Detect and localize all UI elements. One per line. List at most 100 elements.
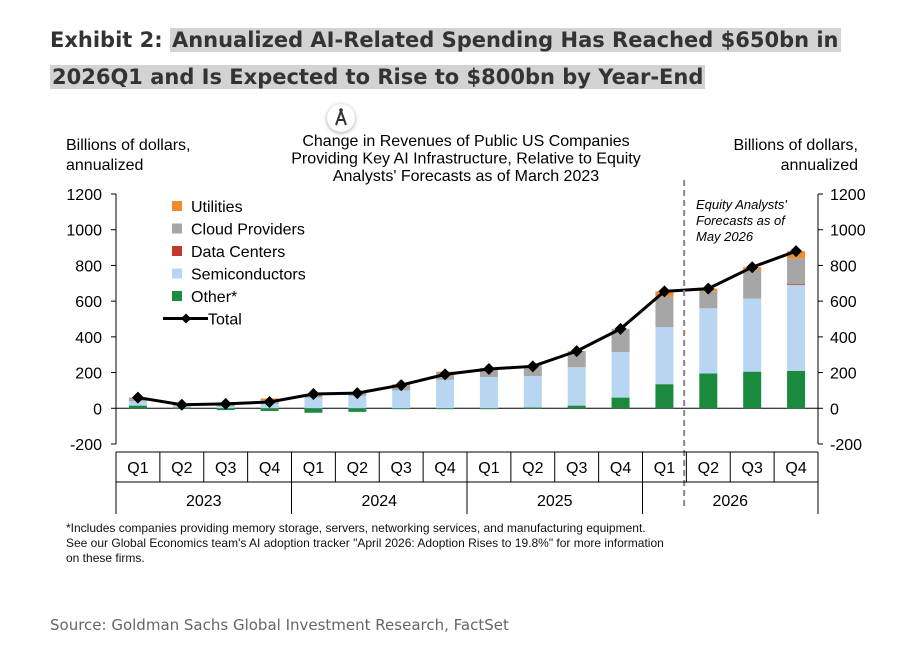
total-marker [307, 388, 320, 400]
footnote: *Includes companies providing memory sto… [66, 521, 866, 566]
legend-label: Semiconductors [191, 267, 306, 284]
y-tick-label-right: 200 [830, 366, 857, 383]
x-tick-label: Q1 [478, 460, 499, 477]
bar-segment-semiconductors [567, 367, 586, 406]
legend-label: Other* [191, 289, 237, 306]
total-marker [526, 360, 539, 373]
bar-segment-cloud-providers [567, 352, 586, 368]
x-tick-label: Q1 [303, 460, 324, 477]
x-tick-label: Q3 [742, 460, 763, 477]
y-axis-label-left: annualized [66, 157, 143, 174]
y-tick-label-left: 600 [75, 294, 102, 311]
x-tick-label: Q2 [347, 460, 368, 477]
total-line [137, 249, 797, 407]
legend-swatch [172, 246, 182, 256]
legend-swatch [172, 223, 182, 234]
x-tick-label: Q3 [215, 460, 236, 477]
y-tick-label-right: 600 [830, 294, 857, 311]
exhibit-label: Exhibit 2: [50, 28, 163, 52]
y-tick-label-right: -200 [830, 437, 862, 454]
bar-segment-semiconductors [348, 395, 367, 409]
y-tick-label-right: 1000 [830, 223, 866, 240]
year-label: 2023 [186, 493, 222, 510]
bar-segment-cloud-providers [743, 269, 762, 299]
legend-label: Utilities [191, 199, 243, 216]
bar-segment-semiconductors [699, 308, 718, 374]
chart-title-line: Providing Key AI Infrastructure, Relativ… [291, 151, 641, 168]
legend-swatch [172, 291, 182, 301]
total-marker [658, 285, 671, 298]
total-marker [790, 245, 803, 258]
bar-segment-other [523, 407, 542, 409]
y-tick-label-left: 0 [93, 401, 102, 418]
forecast-annotation: Equity Analysts' [696, 197, 787, 212]
bar-segment-other [567, 405, 586, 409]
text-cursor-icon[interactable] [327, 104, 355, 132]
bar-segment-semiconductors [655, 327, 674, 385]
y-tick-label-right: 400 [830, 330, 857, 347]
x-tick-label: Q2 [171, 460, 192, 477]
bar-segment-other [348, 408, 367, 412]
bar-segment-semiconductors [787, 285, 806, 371]
footnote-line: See our Global Economics team's AI adopt… [66, 536, 664, 550]
legend-label: Data Centers [191, 244, 285, 261]
legend-swatch [172, 268, 182, 279]
total-marker [175, 398, 188, 411]
chart-title-line: Analysts' Forecasts as of March 2023 [333, 168, 599, 185]
total-marker [746, 261, 759, 274]
bar-segment-cloud-providers [611, 329, 630, 353]
bar-segment-other [743, 371, 762, 409]
x-tick-label: Q3 [391, 460, 412, 477]
total-marker [570, 345, 583, 358]
total-marker [482, 363, 495, 375]
total-marker [263, 396, 276, 409]
legend-total-marker [181, 313, 191, 324]
y-tick-label-left: 800 [75, 258, 102, 275]
year-label: 2025 [537, 493, 573, 510]
total-marker [131, 391, 144, 404]
legend-label: Total [208, 312, 242, 329]
total-marker [351, 387, 364, 400]
y-tick-label-right: 800 [830, 258, 857, 275]
chart-title-line: Change in Revenues of Public US Companie… [302, 133, 629, 150]
forecast-annotation: Forecasts as of [696, 213, 786, 228]
bar-segment-other [787, 370, 806, 409]
bar-segment-semiconductors [611, 352, 630, 398]
bar-segment-data-centers [787, 284, 806, 286]
bar-segment-other [479, 408, 498, 410]
bar-segment-cloud-providers [655, 296, 674, 328]
x-tick-label: Q1 [654, 460, 675, 477]
total-marker [219, 397, 232, 410]
y-tick-label-left: -200 [70, 437, 102, 454]
bar-segment-semiconductors [436, 379, 455, 409]
bar-segment-other [260, 408, 279, 411]
y-tick-label-left: 400 [75, 330, 102, 347]
source-note: Source: Goldman Sachs Global Investment … [50, 616, 509, 634]
bar-segment-cloud-providers [699, 291, 718, 309]
total-marker [702, 282, 715, 295]
y-tick-label-left: 1000 [66, 223, 102, 240]
x-tick-label: Q4 [610, 460, 631, 477]
year-label: 2026 [712, 493, 748, 510]
bar-segment-other [436, 408, 455, 410]
bar-segment-semiconductors [743, 298, 762, 372]
y-axis-label-left: Billions of dollars, [66, 137, 191, 154]
x-tick-label: Q4 [785, 460, 806, 477]
x-tick-label: Q3 [566, 460, 587, 477]
exhibit-title: Exhibit 2: Annualized AI-Related Spendin… [50, 22, 900, 96]
total-marker [439, 368, 452, 381]
footnote-line: *Includes companies providing memory sto… [66, 521, 646, 535]
y-axis-label-right: Billions of dollars, [734, 137, 859, 154]
footnote-line: on these firms. [66, 551, 145, 565]
bar-segment-cloud-providers [787, 258, 806, 285]
x-tick-label: Q4 [259, 460, 280, 477]
bar-segment-semiconductors [392, 390, 411, 409]
total-marker [614, 322, 627, 335]
legend-label: Cloud Providers [191, 222, 305, 239]
bar-segment-semiconductors [304, 397, 323, 409]
x-tick-label: Q1 [127, 460, 148, 477]
bar-segment-semiconductors [523, 376, 542, 408]
bar-segment-other [128, 405, 147, 409]
y-tick-label-left: 200 [75, 366, 102, 383]
